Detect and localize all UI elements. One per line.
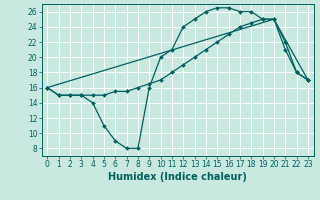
X-axis label: Humidex (Indice chaleur): Humidex (Indice chaleur) <box>108 172 247 182</box>
